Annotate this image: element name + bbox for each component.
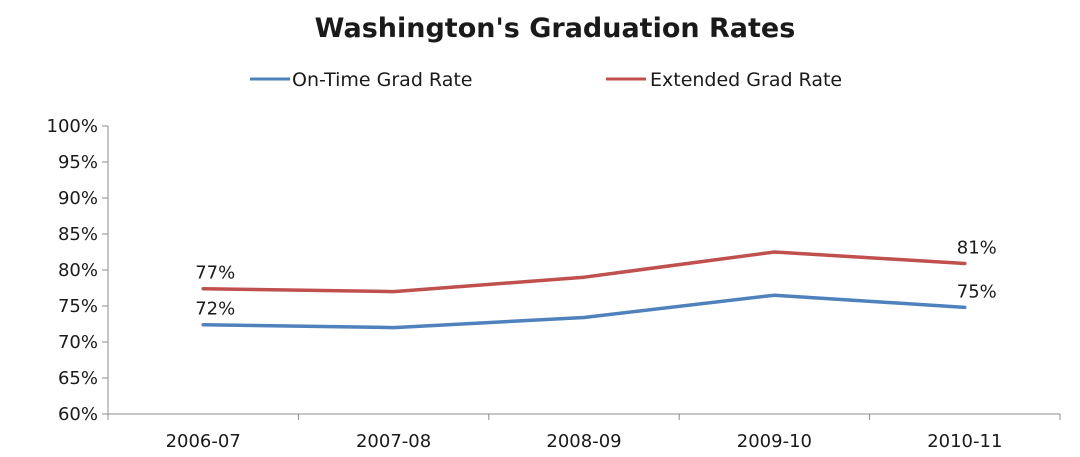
y-tick-label: 90% [58,188,98,209]
legend-label-on-time: On-Time Grad Rate [292,69,473,91]
data-point-on-time-grad-rate [772,293,776,297]
y-tick-label: 65% [58,368,98,389]
y-tick-label: 95% [58,152,98,173]
x-tick-label: 2008-09 [546,431,621,452]
chart-title: Washington's Graduation Rates [315,13,796,44]
data-point-extended-grad-rate [392,290,396,294]
x-tick-label: 2007-08 [356,431,431,452]
x-tick-label: 2006-07 [166,431,241,452]
y-axis-tick-labels: 60% 65% 70% 75% 80% 85% 90% 95% 100% [47,116,98,425]
legend-label-extended: Extended Grad Rate [650,69,842,91]
data-point-on-time-grad-rate [201,323,205,327]
y-tick-label: 80% [58,260,98,281]
series-line-extended-grad-rate [201,250,967,294]
y-tick-label: 85% [58,224,98,245]
data-point-extended-grad-rate [201,287,205,291]
data-point-extended-grad-rate [582,275,586,279]
y-tick-label: 60% [58,404,98,425]
y-tick-label: 75% [58,296,98,317]
series-line-on-time-grad-rate [201,293,967,330]
y-tick-label: 100% [47,116,98,137]
y-tick-label: 70% [58,332,98,353]
x-tick-label: 2009-10 [737,431,812,452]
data-point-extended-grad-rate [772,250,776,254]
data-point-extended-grad-rate [963,262,967,266]
data-point-on-time-grad-rate [582,316,586,320]
x-tick-label: 2010-11 [927,431,1002,452]
legend: On-Time Grad Rate Extended Grad Rate [250,69,842,91]
series-layer [201,250,967,330]
axes [102,125,1061,420]
x-axis-tick-labels: 2006-07 2007-08 2008-09 2009-10 2010-11 [166,431,1003,452]
data-label-on-time-grad-rate: 72% [195,299,235,320]
data-label-on-time-grad-rate: 75% [957,281,997,302]
data-labels: 72% 75% 77% 81% [195,238,997,320]
data-point-on-time-grad-rate [963,305,967,309]
data-label-extended-grad-rate: 77% [195,263,235,284]
data-point-on-time-grad-rate [392,326,396,330]
data-label-extended-grad-rate: 81% [957,238,997,259]
